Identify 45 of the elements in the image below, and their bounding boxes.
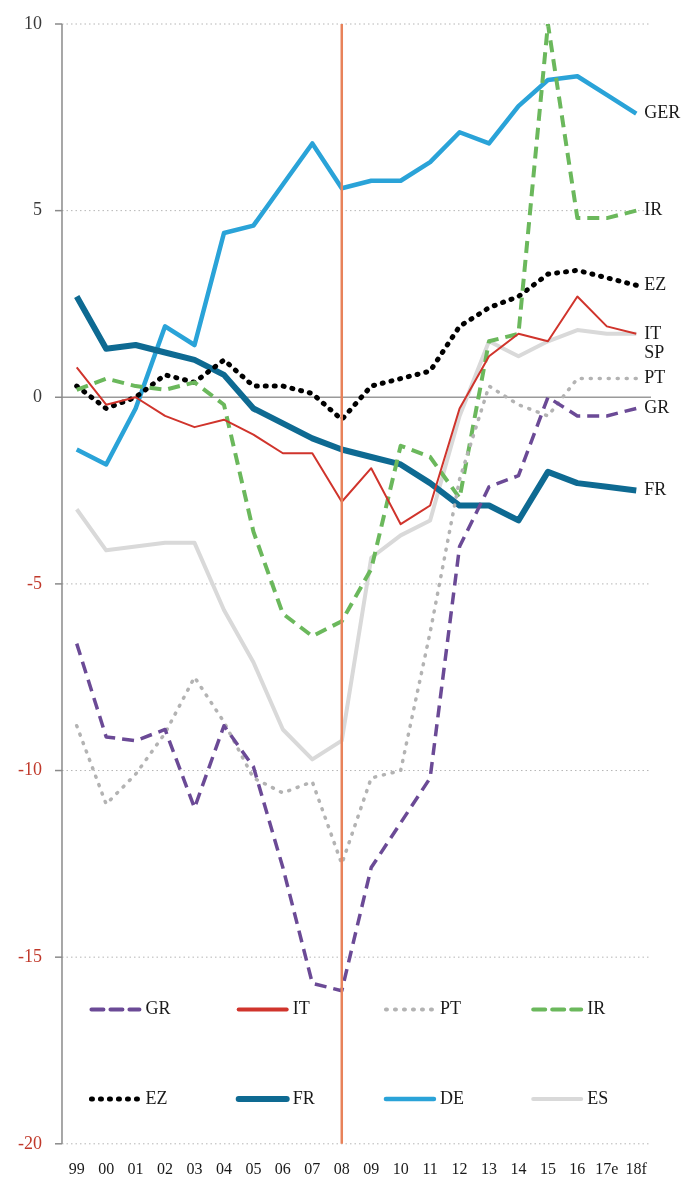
y-tick-label: -10: [17, 759, 42, 780]
x-tick-label: 06: [274, 1159, 291, 1177]
annotation: FR: [644, 479, 667, 500]
x-tick-label: 02: [157, 1159, 174, 1177]
annotation: IR: [644, 199, 663, 220]
x-tick-label: 03: [186, 1159, 203, 1177]
annotation: GER: [644, 102, 681, 123]
y-tick-label: -20: [17, 1132, 42, 1153]
annotation: EZ: [644, 274, 667, 295]
legend-label: FR: [292, 1087, 315, 1108]
x-tick-label: 05: [245, 1159, 262, 1177]
legend-label: DE: [439, 1087, 464, 1108]
annotation: SP: [644, 341, 665, 362]
y-tick-label: -5: [26, 572, 42, 593]
x-tick-label: 10: [392, 1159, 409, 1177]
x-tick-label: 99: [68, 1159, 85, 1177]
legend-label: IR: [587, 998, 606, 1019]
x-tick-label: 11: [422, 1159, 438, 1177]
x-tick-label: 08: [333, 1159, 350, 1177]
x-tick-label: 09: [363, 1159, 380, 1177]
legend-label: EZ: [145, 1087, 168, 1108]
legend-label: GR: [145, 998, 171, 1019]
legend-label: IT: [292, 998, 310, 1019]
x-tick-label: 04: [215, 1159, 232, 1177]
x-tick-label: 13: [481, 1159, 498, 1177]
annotation: IT: [644, 322, 662, 343]
line-series: [74, 395, 639, 993]
x-tick-label: 14: [510, 1159, 527, 1177]
legend-label: ES: [587, 1087, 609, 1108]
x-tick-label: 17e: [595, 1159, 619, 1177]
legend-label: PT: [439, 998, 461, 1019]
x-tick-label: 01: [127, 1159, 144, 1177]
y-tick-label: 5: [32, 199, 42, 220]
x-tick-label: 15: [539, 1159, 556, 1177]
x-tick-label: 00: [98, 1159, 115, 1177]
line-series: [74, 24, 639, 639]
y-tick-label: -15: [17, 945, 42, 966]
annotation: PT: [644, 367, 666, 388]
y-tick-label: 10: [23, 12, 42, 33]
x-tick-label: 12: [451, 1159, 468, 1177]
y-tick-label: 0: [32, 386, 42, 406]
x-tick-label: 07: [304, 1159, 321, 1177]
x-tick-label: 16: [569, 1159, 586, 1177]
annotation: GR: [644, 397, 670, 418]
x-tick-label: 18f: [625, 1159, 648, 1177]
